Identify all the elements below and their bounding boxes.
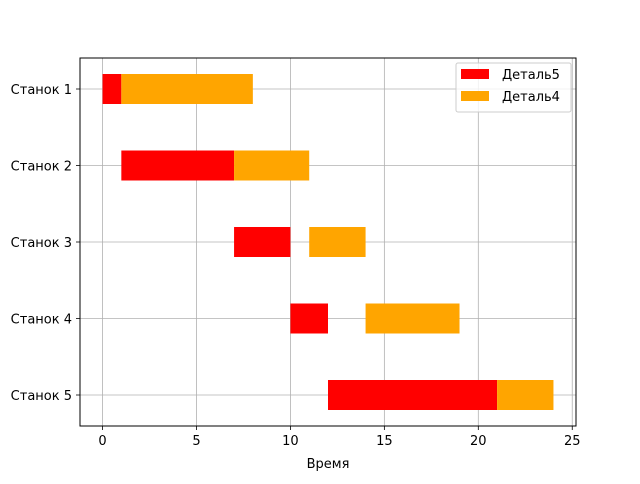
legend: Деталь5 Деталь4 <box>455 62 572 113</box>
bars-layer <box>102 74 554 410</box>
x-tick-label: 20 <box>470 434 487 449</box>
gantt-bar <box>309 227 366 257</box>
y-tick-label: Станок 2 <box>11 160 72 175</box>
legend-label: Деталь5 <box>502 68 560 83</box>
gantt-bar <box>234 150 310 181</box>
gantt-bar <box>290 303 328 334</box>
gantt-bar <box>328 380 498 410</box>
legend-label: Деталь4 <box>502 90 560 105</box>
legend-swatch <box>461 69 489 79</box>
x-tick-label: 15 <box>376 434 393 449</box>
x-tick-label: 25 <box>564 434 581 449</box>
x-tick-label: 0 <box>98 434 106 449</box>
gantt-bar <box>234 227 291 257</box>
x-tick-label: 10 <box>282 434 299 449</box>
y-tick-label: Станок 4 <box>11 313 72 328</box>
legend-swatch <box>461 91 489 101</box>
y-axis: Станок 1 Станок 2 Станок 3 Станок 4 Станок 5 <box>11 83 80 404</box>
y-tick-label: Станок 5 <box>11 389 72 404</box>
y-tick-label: Станок 1 <box>11 83 72 98</box>
x-axis: 0 5 10 15 20 25 <box>98 426 581 449</box>
gantt-bar <box>121 74 253 104</box>
gantt-bar <box>102 74 122 104</box>
gantt-bar <box>497 380 554 410</box>
y-tick-label: Станок 3 <box>11 236 72 251</box>
gantt-bar <box>365 303 460 334</box>
x-axis-label: Время <box>307 457 350 472</box>
x-tick-label: 5 <box>192 434 200 449</box>
gantt-bar <box>121 150 235 181</box>
